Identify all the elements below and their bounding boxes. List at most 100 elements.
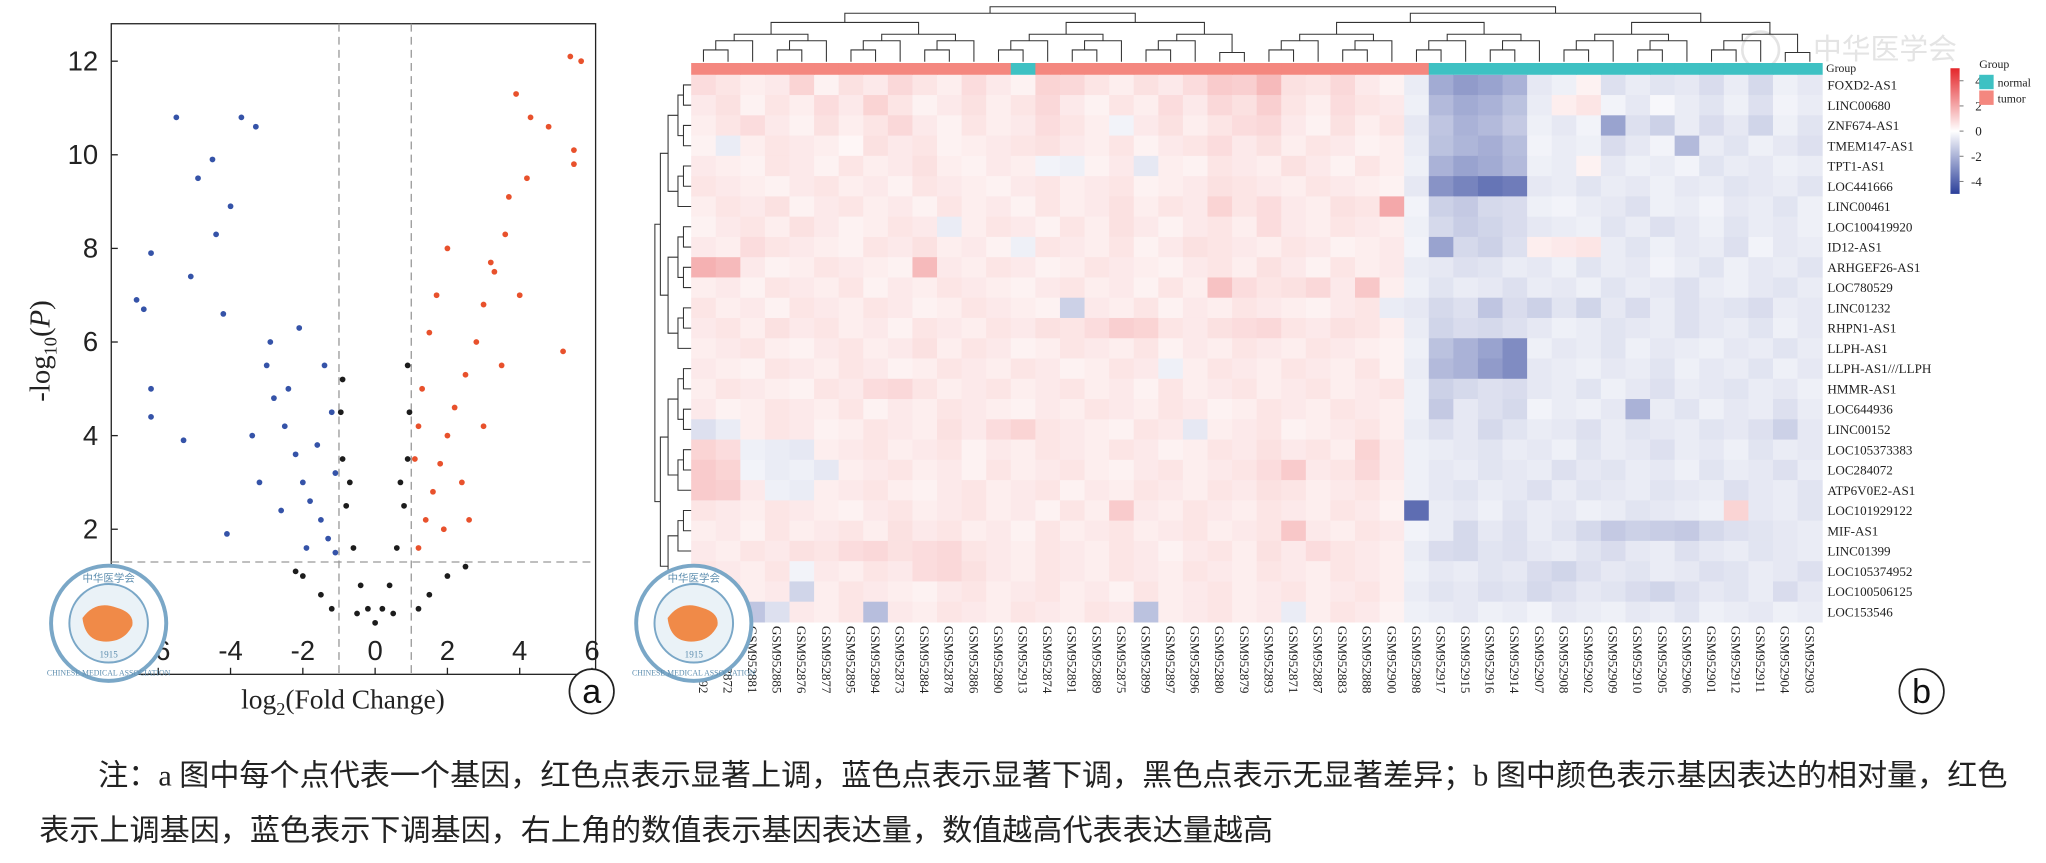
heat-cell (1453, 439, 1479, 461)
heat-cell (937, 297, 963, 319)
heat-cell (1453, 277, 1479, 299)
heat-cell (1723, 317, 1749, 339)
heat-cell (1133, 561, 1159, 582)
heat-cell (1551, 297, 1577, 319)
group-cell (1232, 63, 1258, 75)
heat-cell (1084, 419, 1110, 441)
heat-cell (1379, 581, 1405, 603)
heat-cell (863, 338, 889, 360)
heat-cell (1797, 135, 1823, 157)
heat-cell (691, 439, 717, 461)
heat-cell (1600, 540, 1626, 562)
heat-cell (1059, 257, 1086, 278)
heat-cell (1674, 540, 1700, 562)
heat-cell (740, 95, 766, 116)
heat-cell (1059, 196, 1086, 218)
heat-cell (1625, 155, 1651, 177)
heat-cell (789, 459, 815, 481)
column-label: GSM952888 (1360, 626, 1375, 694)
heat-cell (789, 419, 815, 441)
heat-cell (1355, 520, 1381, 542)
heat-cell (1232, 480, 1258, 501)
heat-cell (912, 277, 938, 299)
heat-cell (937, 378, 963, 400)
column-dendrogram (1336, 21, 1485, 35)
heat-cell (1207, 338, 1233, 360)
heat-cell (1600, 95, 1626, 116)
heat-cell (1133, 601, 1159, 623)
heat-cell (715, 439, 741, 461)
group-cell (1477, 63, 1504, 75)
y-label-part: -log (25, 355, 57, 401)
heat-cell (1232, 135, 1258, 157)
heat-cell (1084, 561, 1110, 582)
point (440, 526, 447, 533)
heat-cell (691, 277, 717, 299)
heat-cell (691, 378, 717, 400)
point (372, 619, 379, 626)
heat-cell (1256, 317, 1282, 339)
heat-cell (1330, 419, 1356, 441)
row-label: FOXD2-AS1 (1827, 78, 1897, 93)
heat-cell (1428, 378, 1454, 400)
heat-cell (1182, 236, 1209, 258)
point (307, 498, 313, 505)
heat-cell (1625, 95, 1651, 116)
heat-cell (1330, 196, 1356, 218)
heat-cell (1232, 176, 1258, 197)
heat-cell (1281, 419, 1307, 441)
heat-cell (1256, 561, 1282, 582)
heat-cell (1330, 115, 1356, 137)
heat-cell (1723, 540, 1749, 562)
point (354, 610, 360, 617)
heat-cell (1355, 196, 1381, 218)
heat-cell (1453, 216, 1479, 238)
heat-cell (1035, 601, 1061, 623)
heat-cell (764, 399, 791, 420)
heat-cell (1551, 378, 1577, 400)
heat-cell (1035, 297, 1061, 319)
heat-cell (1428, 257, 1454, 278)
heat-cell (1699, 561, 1725, 582)
heat-cell (1305, 155, 1331, 177)
heat-cell (1133, 236, 1159, 258)
panel-tag: b (1912, 673, 1931, 711)
heat-cell (937, 581, 963, 603)
heat-cell (1305, 480, 1331, 501)
heat-cell (1379, 378, 1405, 400)
heat-cell (1600, 257, 1626, 278)
heat-cell (887, 216, 913, 238)
heat-cell (789, 601, 815, 623)
heat-cell (863, 216, 889, 238)
heat-cell (1428, 358, 1454, 380)
heat-cell (740, 520, 766, 542)
heat-cell (986, 500, 1012, 522)
heat-cell (1477, 561, 1504, 582)
heat-cell (1428, 399, 1454, 420)
heat-cell (1625, 419, 1651, 441)
heat-cell (789, 196, 815, 218)
heat-cell (912, 115, 938, 137)
column-label: GSM952883 (1335, 626, 1350, 694)
column-label: GSM952886 (966, 626, 981, 694)
point (480, 301, 487, 308)
heat-cell (1010, 378, 1036, 400)
heat-cell (1428, 601, 1454, 623)
heat-cell (740, 540, 766, 562)
heat-cell (887, 297, 913, 319)
heat-cell (1404, 297, 1430, 319)
heat-cell (1010, 297, 1036, 319)
heat-cell (789, 115, 815, 137)
heat-cell (838, 480, 864, 501)
row-dendrogram (682, 509, 692, 532)
heat-cell (863, 561, 889, 582)
heat-cell (1379, 135, 1405, 157)
heat-cell (1699, 520, 1725, 542)
heat-cell (1404, 459, 1430, 481)
x-label-sub: 2 (276, 699, 285, 719)
row-label: LOC780529 (1827, 280, 1892, 295)
heat-cell (1404, 338, 1430, 360)
heat-cell (937, 561, 963, 582)
heat-cell (814, 277, 840, 299)
heat-cell (1158, 236, 1184, 258)
